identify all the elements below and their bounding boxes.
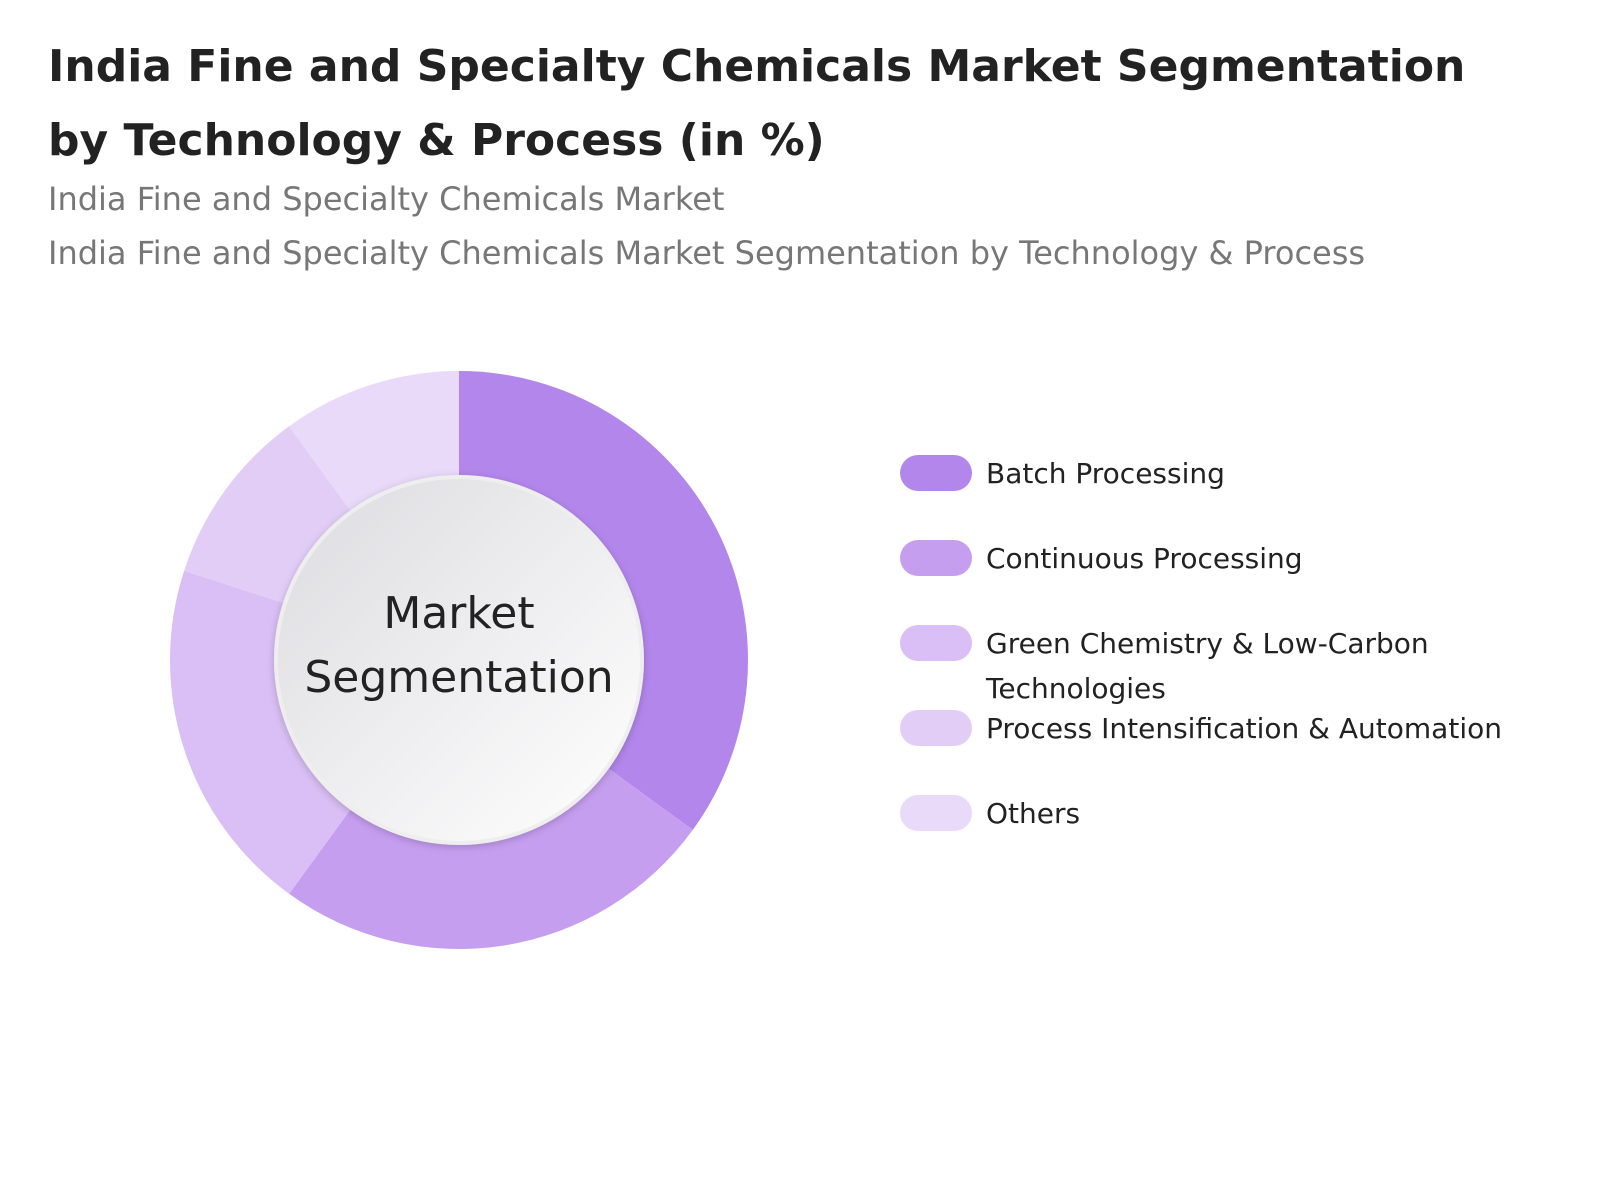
- legend-label: Others: [986, 797, 1081, 830]
- legend-swatch: [900, 795, 972, 831]
- legend-item: Others: [900, 795, 1566, 836]
- subtitle: India Fine and Specialty Chemicals Marke…: [48, 180, 725, 218]
- legend-swatch: [900, 625, 972, 661]
- legend-item: Batch Processing: [900, 455, 1566, 496]
- legend-swatch: [900, 540, 972, 576]
- center-label: Market Segmentation: [304, 588, 613, 703]
- legend-label: Process Intensification & Automation: [986, 712, 1502, 745]
- legend-item: Continuous Processing: [900, 540, 1566, 581]
- legend-label: Green Chemistry & Low-Carbon Technologie…: [986, 627, 1429, 705]
- legend-label: Continuous Processing: [986, 542, 1303, 575]
- chart: Market Segmentation: [170, 371, 749, 949]
- subtitle: India Fine and Specialty Chemicals Marke…: [48, 234, 1366, 272]
- legend-item: Green Chemistry & Low-Carbon Technologie…: [900, 625, 1566, 711]
- legend-label: Batch Processing: [986, 457, 1225, 490]
- legend-swatch: [900, 455, 972, 491]
- center-circle: [274, 475, 644, 845]
- legend-item: Process Intensification & Automation: [900, 710, 1566, 751]
- chart-title: India Fine and Specialty Chemicals Marke…: [48, 41, 1466, 166]
- legend-swatch: [900, 710, 972, 746]
